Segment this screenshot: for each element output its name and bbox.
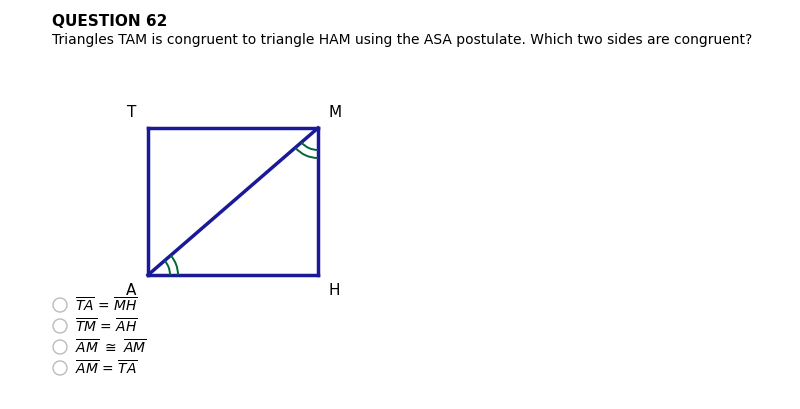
Text: $\overline{AM}$ = $\overline{TA}$: $\overline{AM}$ = $\overline{TA}$ <box>75 359 138 377</box>
Text: $\overline{TA}$ = $\overline{MH}$: $\overline{TA}$ = $\overline{MH}$ <box>75 296 138 314</box>
Text: $\overline{TM}$ = $\overline{AH}$: $\overline{TM}$ = $\overline{AH}$ <box>75 317 138 335</box>
Text: A: A <box>126 283 136 298</box>
Text: Triangles TAM is congruent to triangle HAM using the ASA postulate. Which two si: Triangles TAM is congruent to triangle H… <box>52 33 752 47</box>
Text: QUESTION 62: QUESTION 62 <box>52 14 167 29</box>
Text: H: H <box>328 283 339 298</box>
Text: $\overline{AM}$ $\cong$ $\overline{AM}$: $\overline{AM}$ $\cong$ $\overline{AM}$ <box>75 338 146 356</box>
Text: M: M <box>328 105 341 120</box>
Text: T: T <box>126 105 136 120</box>
